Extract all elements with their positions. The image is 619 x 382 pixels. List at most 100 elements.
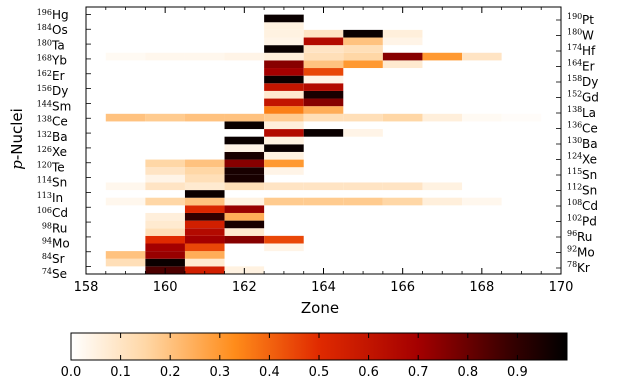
colorbar-tick-label: 0.9 [507,365,528,380]
heatmap-cell [184,174,225,183]
heatmap-cell [184,197,225,206]
x-tick-label: 170 [549,280,574,295]
heatmap-cell [501,113,542,122]
y-axis-label-italic: p [8,160,26,170]
heatmap-cell [264,167,304,175]
nucleus-symbol: Ta [51,38,65,52]
nucleus-mass: 98 [42,221,52,230]
nucleus-symbol: Os [52,23,68,37]
x-axis-ticks: 158 160 162 164 166 168 170 [74,7,574,295]
colorbar-tick-label: 0.3 [209,365,230,380]
nucleus-symbol: Mo [52,237,70,251]
nucleus-mass: 168 [37,54,52,63]
heatmap-cell [264,45,304,53]
heatmap-cell [145,212,185,221]
heatmap-cell [303,106,344,114]
heatmap-cell [145,235,185,244]
colorbar-tick-label: 0.2 [160,365,181,380]
nucleus-symbol: Hg [52,8,69,22]
x-axis-label: Zone [301,299,339,317]
heatmap-cell [422,52,463,61]
heatmap-cell [145,197,185,206]
heatmap-cell [224,197,265,206]
heatmap-cell [343,29,383,38]
y-axis-label-rest: -Nuclei [8,108,26,160]
nucleus-mass: 138 [37,115,52,124]
heatmap-cell [343,113,383,122]
heatmap-cell [224,136,265,145]
nucleus-symbol: W [582,29,594,43]
heatmap-cell [303,29,344,38]
nucleus-mass: 120 [37,160,52,169]
nucleus-symbol: Yb [51,54,67,68]
heatmap-cell [145,159,185,168]
heatmap-cell [462,197,502,206]
nucleus-symbol: Er [52,69,65,83]
heatmap-cell [224,235,265,244]
nucleus-mass: 144 [37,99,52,108]
heatmap-cell [264,60,304,69]
colorbar-tick-label: 0.0 [61,365,82,380]
x-tick-label: 160 [153,280,178,295]
x-tick-label: 166 [390,280,415,295]
x-tick-label: 158 [74,280,99,295]
heatmap-cell [105,197,146,206]
heatmap-cell [224,159,265,168]
heatmap-cell [382,37,423,46]
heatmap-cell [303,68,344,76]
heatmap-cell [264,136,304,145]
heatmap-cell [145,182,185,191]
heatmap-cell [343,182,383,191]
heatmap-cell [343,129,383,137]
heatmap-cell [184,235,225,244]
nucleus-symbol: Ce [52,115,68,129]
heatmap-cell [224,212,265,221]
heatmap-cells [105,14,542,274]
nucleus-mass: 106 [37,206,52,215]
nucleus-mass: 180 [37,38,52,47]
heatmap-cell [264,29,304,38]
heatmap-cell [343,60,383,69]
heatmap-cell [303,129,344,137]
heatmap-cell [264,151,304,160]
heatmap-cell [105,182,146,191]
nucleus-mass: 180 [567,28,582,37]
nucleus-mass: 190 [567,12,582,21]
heatmap-cell [145,52,185,61]
heatmap-cell [422,197,463,206]
colorbar-tick-label: 0.7 [408,365,429,380]
heatmap-cell [184,182,225,191]
heatmap-cell [224,151,265,160]
heatmap-cell [343,37,383,46]
heatmap-cell [264,121,304,130]
heatmap-cell [264,83,304,91]
heatmap-cell [264,98,304,107]
heatmap-cell [264,159,304,168]
nucleus-mass: 92 [567,245,577,254]
nucleus-mass: 156 [37,84,52,93]
heatmap-cell [105,113,146,122]
y-axis-label: p-Nuclei [8,108,26,170]
nucleus-symbol: Se [52,267,67,281]
nucleus-mass: 124 [567,152,582,161]
nucleus-mass: 78 [567,260,577,269]
nucleus-mass: 115 [567,167,582,176]
heatmap-cell [184,251,225,259]
nucleus-mass: 162 [37,69,52,78]
heatmap-cell [224,205,265,213]
nucleus-mass: 114 [37,176,52,185]
heatmap-cell [264,37,304,46]
heatmap-cell [145,251,185,259]
nucleus-mass: 94 [42,237,52,246]
heatmap-cell [184,243,225,252]
nucleus-symbol: Mo [577,246,595,260]
nucleus-mass: 112 [567,183,582,192]
heatmap-cell [224,121,265,130]
nucleus-symbol: Xe [582,153,597,167]
nucleus-mass: 158 [567,74,582,83]
heatmap-cell [184,159,225,168]
heatmap-cell [184,190,225,198]
heatmap-cell [184,212,225,221]
nucleus-symbol: Cd [582,199,598,213]
